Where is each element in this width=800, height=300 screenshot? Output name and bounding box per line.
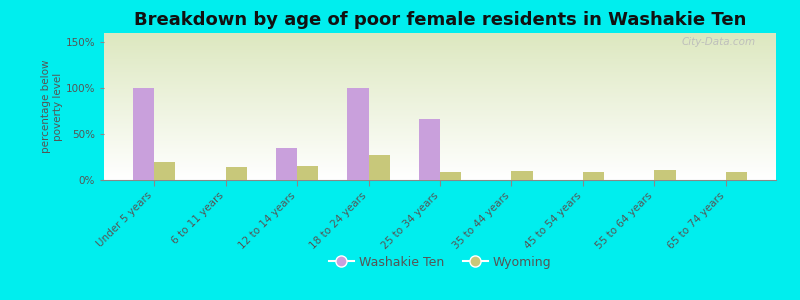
Title: Breakdown by age of poor female residents in Washakie Ten: Breakdown by age of poor female resident… (134, 11, 746, 29)
Bar (583, 172, 605, 180)
Y-axis label: percentage below
poverty level: percentage below poverty level (41, 60, 62, 153)
Bar (154, 162, 175, 180)
Bar (369, 155, 390, 180)
Bar (297, 166, 318, 180)
Bar (275, 148, 297, 180)
Bar (440, 172, 462, 180)
Bar (133, 88, 154, 180)
Text: City-Data.com: City-Data.com (682, 38, 756, 47)
Bar (654, 170, 676, 180)
Bar (226, 167, 247, 180)
Bar (347, 88, 369, 180)
Bar (511, 171, 533, 180)
Legend: Washakie Ten, Wyoming: Washakie Ten, Wyoming (324, 251, 556, 274)
Bar (418, 119, 440, 180)
Bar (726, 172, 747, 180)
